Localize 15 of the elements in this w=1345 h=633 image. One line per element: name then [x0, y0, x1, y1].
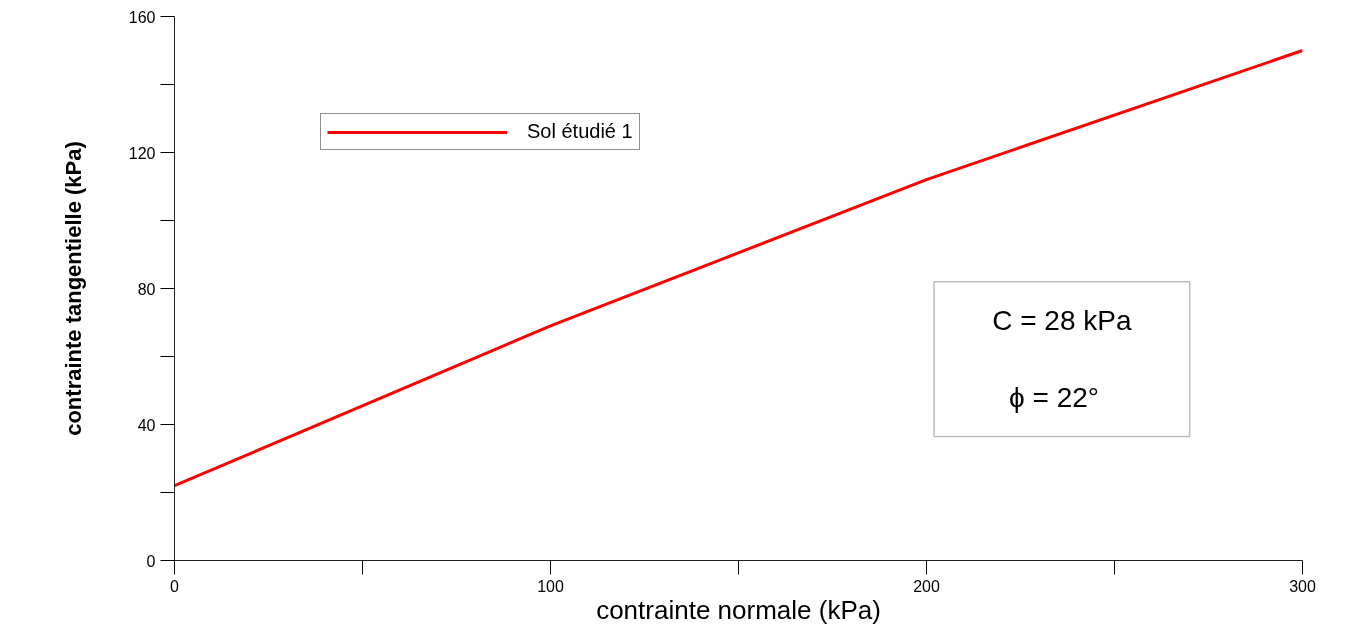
- y-tick-label: 120: [128, 144, 156, 162]
- x-tick-label: 200: [913, 577, 940, 595]
- y-axis-title: contrainte tangentielle (kPa): [60, 141, 86, 436]
- y-tick-label: 0: [146, 552, 156, 570]
- text: Sol étudié 1: [527, 120, 633, 143]
- x-tick-label: 0: [170, 577, 180, 595]
- x-tick-label: 300: [1289, 577, 1316, 595]
- x-tick-label: 100: [537, 577, 564, 595]
- y-tick-label: 40: [137, 416, 156, 434]
- x-axis-title: contrainte normale (kPa): [596, 594, 881, 625]
- y-tick-label: 80: [137, 280, 156, 298]
- y-tick-label: 160: [128, 8, 156, 26]
- annotation: ϕ = 22°: [1009, 382, 1100, 414]
- line-series: [174, 49, 1303, 488]
- annotation: C = 28 kPa: [992, 304, 1132, 336]
